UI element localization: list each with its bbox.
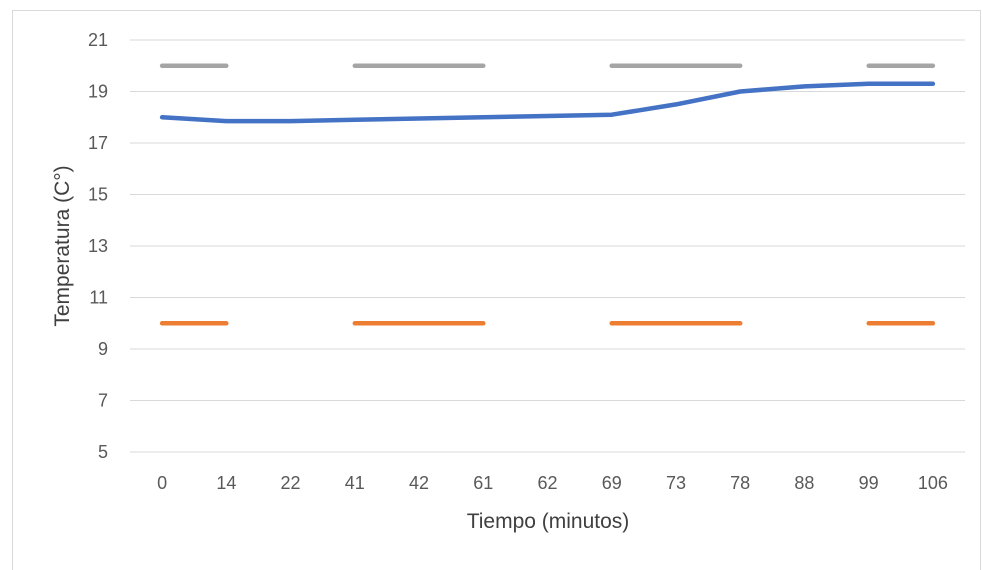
x-tick-label: 42: [409, 473, 429, 493]
y-axis-ticks: 5 7 9 11 13 15 17 19 21: [88, 30, 108, 462]
y-tick-label: 19: [88, 82, 108, 102]
series-1-line: [159, 81, 936, 124]
x-tick-label: 22: [281, 473, 301, 493]
x-tick-label: 14: [216, 473, 236, 493]
x-tick-label: 88: [794, 473, 814, 493]
y-tick-label: 5: [98, 442, 108, 462]
y-tick-label: 21: [88, 30, 108, 50]
y-tick-label: 17: [88, 133, 108, 153]
y-tick-label: 7: [98, 391, 108, 411]
x-tick-label: 62: [537, 473, 557, 493]
series-layer: [159, 63, 936, 326]
series-1: [159, 81, 936, 124]
x-tick-label: 61: [473, 473, 493, 493]
x-tick-label: 99: [859, 473, 879, 493]
y-tick-label: 11: [89, 288, 108, 308]
x-tick-label: 73: [666, 473, 686, 493]
x-tick-label: 0: [157, 473, 167, 493]
x-tick-label: 78: [730, 473, 750, 493]
y-axis-title: Temperatura (C°): [51, 165, 74, 326]
chart-frame: [12, 10, 981, 570]
gridlines: [130, 39, 965, 453]
x-tick-label: 41: [345, 473, 365, 493]
x-axis-title: Tiempo (minutos): [467, 510, 630, 533]
x-tick-label: 69: [602, 473, 622, 493]
x-tick-label: 106: [918, 473, 948, 493]
y-tick-label: 13: [88, 236, 108, 256]
y-tick-label: 15: [88, 185, 108, 205]
x-axis-ticks: 0 14 22 41 42 61 62 69 73 78 88 99 106: [157, 473, 948, 493]
y-tick-label: 9: [98, 339, 108, 359]
